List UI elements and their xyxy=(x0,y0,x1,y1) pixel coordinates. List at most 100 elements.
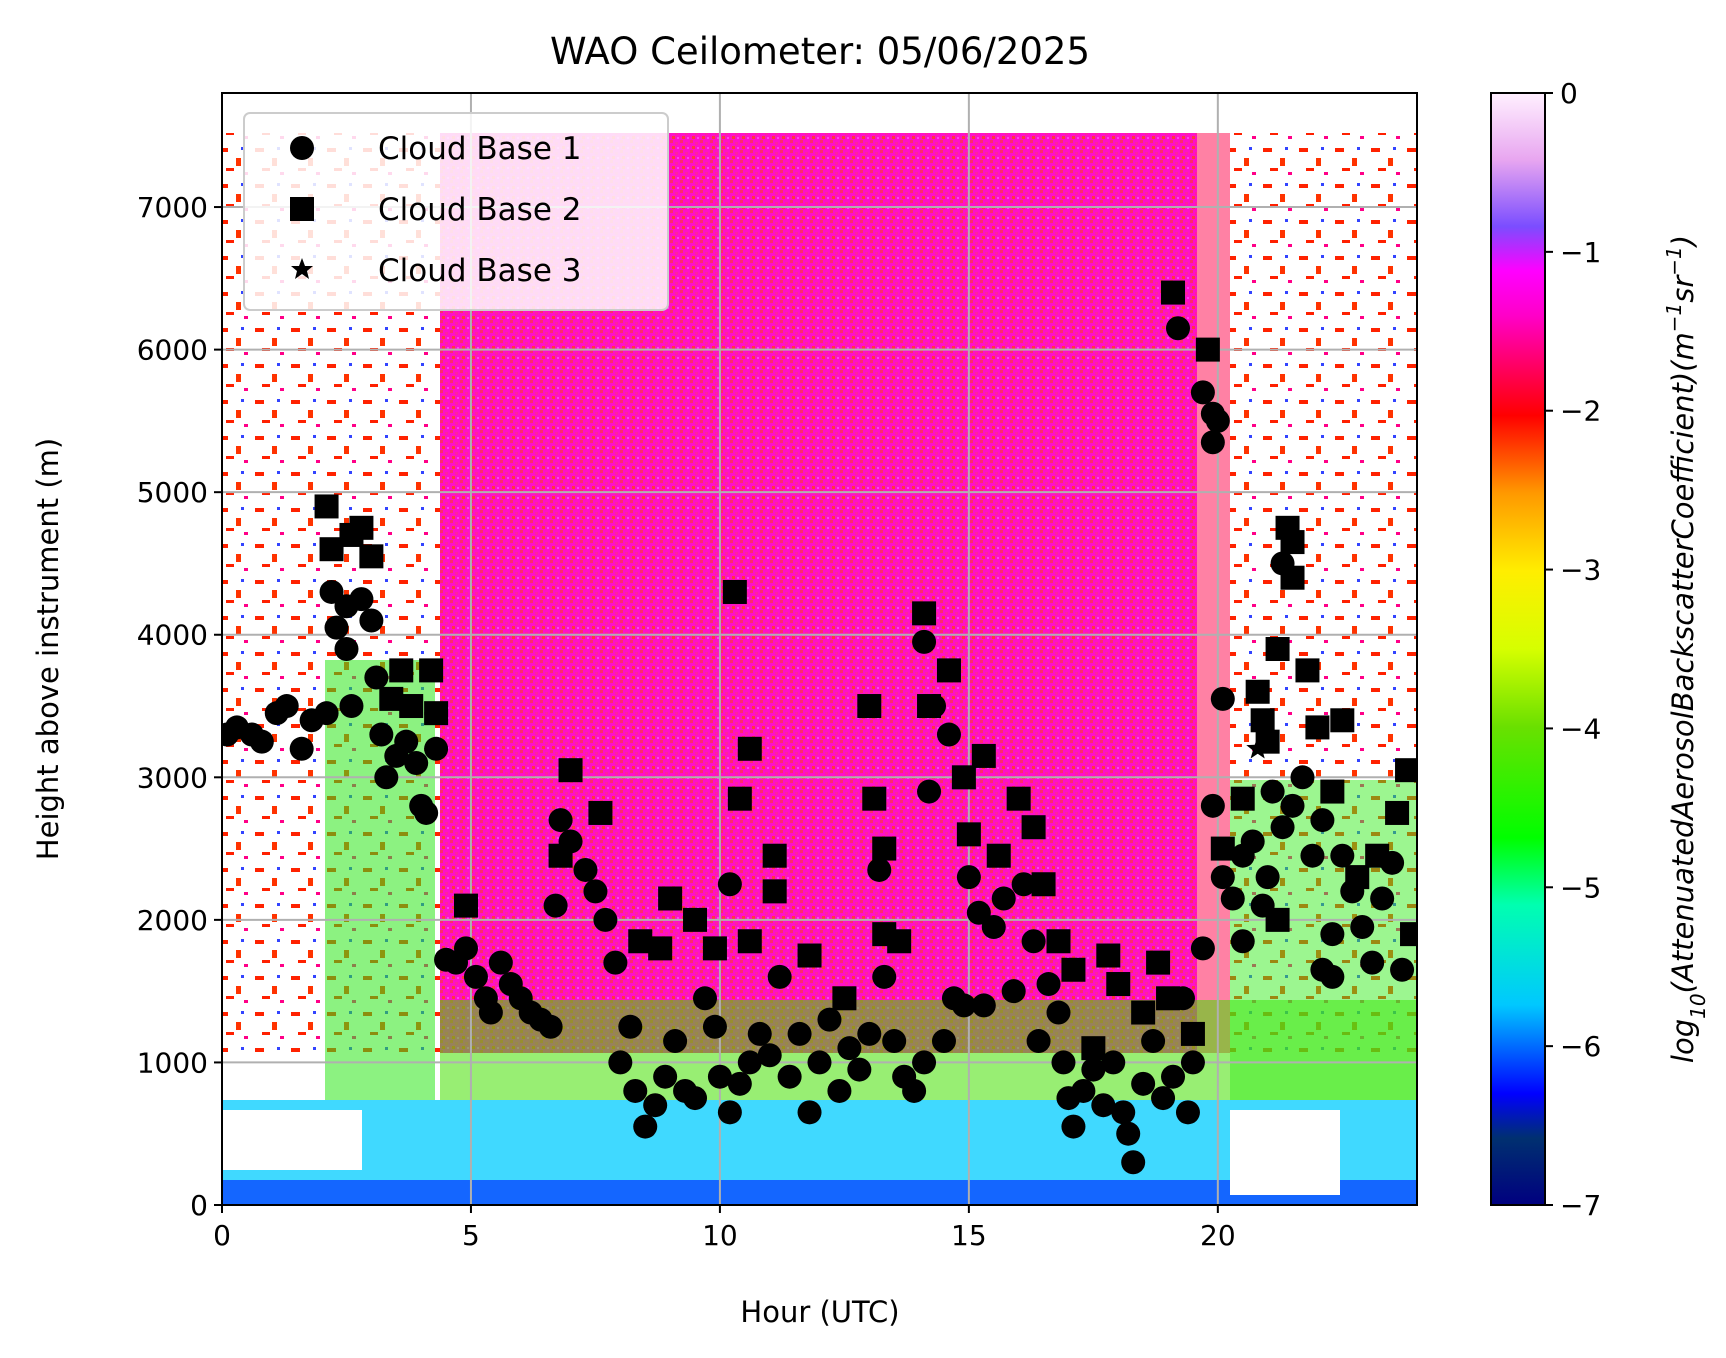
cloud-base-2-point xyxy=(1305,715,1330,740)
cloud-base-2-point xyxy=(1365,843,1390,868)
cloud-base-1-point xyxy=(1175,1100,1200,1125)
y-tick-label: 6000 xyxy=(137,334,208,367)
cloud-base-1-point xyxy=(548,808,573,833)
cloud-base-1-point xyxy=(1370,886,1395,911)
legend-frame xyxy=(243,112,669,311)
cloud-base-1-point xyxy=(867,857,892,882)
cloud-base-2-point xyxy=(683,907,708,932)
cloud-base-1-point xyxy=(807,1050,832,1075)
cloud-base-1-point xyxy=(683,1086,708,1111)
cloud-base-1-point xyxy=(369,722,394,747)
cloud-base-1-point xyxy=(737,1050,762,1075)
cloud-base-1-point xyxy=(663,1029,688,1054)
cloud-base-2-point xyxy=(314,494,339,519)
y-tick-label: 4000 xyxy=(137,619,208,652)
cloud-base-2-point xyxy=(832,986,857,1011)
cloud-base-2-point xyxy=(658,886,683,911)
cloud-base-2-point xyxy=(558,758,583,783)
cloud-base-2-point xyxy=(797,943,822,968)
cloud-base-1-point xyxy=(702,1014,727,1039)
colorbar-tick-label: −5 xyxy=(1560,871,1601,904)
cloud-base-markers xyxy=(222,280,1417,1175)
cloud-base-2-point xyxy=(971,743,996,768)
cloud-base-1-point xyxy=(1240,829,1265,854)
cloud-base-1-point xyxy=(1330,843,1355,868)
cloud-base-1-point xyxy=(1121,1150,1146,1175)
cloud-base-1-point xyxy=(902,1078,927,1103)
cloud-base-2-point xyxy=(588,800,613,825)
cloud-base-1-point xyxy=(917,779,942,804)
cloud-base-1-point xyxy=(1180,1050,1205,1075)
cloud-base-2-point xyxy=(1146,950,1171,975)
cloud-base-1-point xyxy=(1001,979,1026,1004)
cloud-base-1-point xyxy=(618,1014,643,1039)
cloud-base-1-point xyxy=(1081,1057,1106,1082)
cloud-base-1-point xyxy=(1026,1029,1051,1054)
y-tick-label: 1000 xyxy=(137,1046,208,1079)
cloud-base-1-point xyxy=(1300,843,1325,868)
cloud-base-1-point xyxy=(1036,972,1061,997)
cloud-base-1-point xyxy=(364,665,389,690)
cloud-base-1-point xyxy=(1141,1029,1166,1054)
cloud-base-2-point xyxy=(1395,758,1417,783)
cloud-base-1-point xyxy=(1111,1100,1136,1125)
cloud-base-1-point xyxy=(603,950,628,975)
y-tick-label: 7000 xyxy=(137,191,208,224)
cloud-base-2-point xyxy=(389,658,414,683)
cloud-base-1-point xyxy=(404,751,429,776)
cloud-base-1-point xyxy=(936,722,961,747)
cloud-base-1-point xyxy=(1230,929,1255,954)
cloud-base-1-point xyxy=(931,1029,956,1054)
cloud-base-1-point xyxy=(1091,1093,1116,1118)
cloud-base-2-point xyxy=(419,658,444,683)
cloud-base-1-point xyxy=(1350,915,1375,939)
cloud-base-1-point xyxy=(1280,793,1305,818)
cloud-base-1-point xyxy=(991,886,1016,911)
cloud-base-1-point xyxy=(1310,808,1335,833)
cloud-base-1-point xyxy=(857,1021,882,1046)
colorbar-ticks: 0 −1 −2 −3 −4 −5 −6 −7 xyxy=(1545,77,1601,1222)
cloud-base-1-point xyxy=(1200,430,1225,455)
cloud-base-1-point xyxy=(1131,1071,1156,1096)
legend-label-cloud-base-3: Cloud Base 3 xyxy=(378,253,581,289)
cloud-base-2-point xyxy=(1081,1036,1106,1061)
cloud-base-2-point xyxy=(424,701,449,726)
cloud-base-1-point xyxy=(1161,1064,1186,1089)
cloud-base-1-point xyxy=(1320,922,1345,947)
cloud-base-1-point xyxy=(717,1100,742,1125)
chart-title: WAO Ceilometer: 05/06/2025 xyxy=(550,30,1090,73)
cloud-base-1-point xyxy=(289,736,314,761)
colorbar-tick-label: 0 xyxy=(1560,77,1578,110)
cloud-base-2-point xyxy=(1061,957,1086,982)
cloud-base-1-point xyxy=(488,950,513,975)
cloud-base-1-point xyxy=(334,637,359,661)
cloud-base-2-point xyxy=(399,694,424,719)
legend-marker-cloud-base-1 xyxy=(290,136,314,160)
x-tick-label: 10 xyxy=(702,1219,738,1252)
cloud-base-1-point xyxy=(1200,793,1225,818)
cloud-base-1-point xyxy=(757,1043,782,1068)
cloud-base-2-point xyxy=(912,601,937,626)
cloud-base-1-point xyxy=(837,1036,862,1061)
heatmap-signal-edge xyxy=(1197,133,1230,1053)
cloud-base-1-point xyxy=(727,1071,752,1096)
cloud-base-1-point xyxy=(478,1000,503,1025)
cloud-base-2-point xyxy=(359,544,384,569)
cloud-base-1-point xyxy=(1151,1086,1176,1111)
cloud-base-1-point xyxy=(1220,886,1245,911)
cloud-base-2-point xyxy=(1046,929,1071,954)
cloud-base-1-point xyxy=(608,1050,633,1075)
cloud-base-2-point xyxy=(648,936,673,961)
cloud-base-1-point xyxy=(847,1057,872,1082)
cloud-base-2-point xyxy=(1265,907,1290,932)
legend-marker-cloud-base-2 xyxy=(290,197,314,221)
cloud-base-1-point xyxy=(1021,929,1046,954)
cloud-base-2-point xyxy=(1156,986,1181,1011)
cloud-base-1-point xyxy=(359,608,384,633)
plot-frame xyxy=(221,92,1418,1206)
cloud-base-2-point xyxy=(1265,637,1290,661)
cloud-base-1-point xyxy=(319,579,344,604)
y-tick-label: 3000 xyxy=(137,761,208,794)
cloud-base-2-point xyxy=(727,786,752,811)
